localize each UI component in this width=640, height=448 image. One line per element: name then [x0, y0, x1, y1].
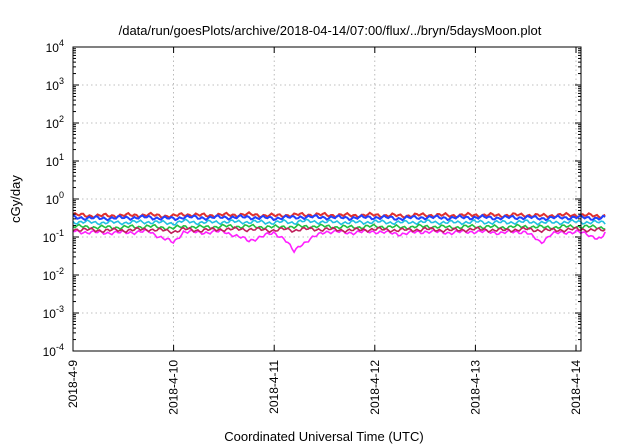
- x-tick-label: 2018-4-14: [569, 360, 583, 415]
- x-axis-label: Coordinated Universal Time (UTC): [224, 429, 423, 444]
- y-axis: 104 103 102 101 100 10-1 10-2 10-3 10-4: [43, 38, 581, 359]
- y-tick-label: 10-2: [43, 266, 64, 283]
- y-tick-label: 104: [46, 38, 64, 55]
- y-tick-label: 10-1: [43, 228, 64, 245]
- y-tick-label: 10-4: [43, 342, 64, 359]
- x-tick-label: 2018-4-12: [368, 360, 382, 415]
- series-line: [72, 223, 606, 231]
- y-tick-label: 103: [46, 76, 64, 93]
- series-line: [72, 213, 606, 222]
- chart-title: /data/run/goesPlots/archive/2018-04-14/0…: [119, 23, 542, 38]
- series-line: [72, 226, 606, 235]
- x-tick-label: 2018-4-10: [167, 360, 181, 415]
- plot-frame: [72, 46, 582, 352]
- series-line: [73, 228, 606, 254]
- series-layer: [72, 211, 606, 254]
- x-axis: 2018-4-9 2018-4-10 2018-4-11 2018-4-12 2018-…: [66, 47, 583, 415]
- x-tick-label: 2018-4-9: [66, 360, 80, 408]
- series-line: [72, 218, 606, 226]
- y-tick-label: 100: [46, 190, 64, 207]
- grid: [73, 47, 581, 351]
- x-tick-label: 2018-4-13: [468, 360, 482, 415]
- y-tick-label: 10-3: [43, 304, 64, 321]
- series-line: [72, 211, 606, 220]
- y-tick-label: 101: [46, 152, 64, 169]
- x-tick-label: 2018-4-11: [267, 360, 281, 414]
- y-axis-label: cGy/day: [8, 175, 23, 223]
- y-tick-label: 102: [46, 114, 64, 131]
